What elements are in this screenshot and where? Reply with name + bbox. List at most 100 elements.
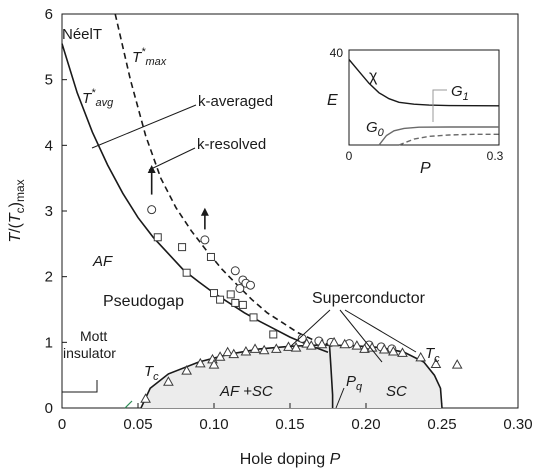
x-axis-label: Hole doping P bbox=[240, 451, 341, 468]
inset-y-tick-40: 40 bbox=[330, 46, 344, 60]
triangle-marker bbox=[351, 340, 363, 350]
inset-x-tick-0: 0 bbox=[346, 149, 353, 163]
square-marker bbox=[226, 290, 235, 299]
inset-curve-g1 bbox=[378, 126, 499, 146]
inset-g1-pointer bbox=[432, 89, 447, 122]
superconductor-pointer-left bbox=[289, 309, 331, 348]
triangle-marker bbox=[359, 343, 370, 353]
square-marker bbox=[206, 252, 215, 261]
inset-chart: 40 0 0.3 E P χ G1 G0 bbox=[327, 46, 504, 177]
inset-curve-chi bbox=[348, 59, 500, 107]
inset-x-tick-max: 0.3 bbox=[487, 149, 504, 163]
x-tick-label: 0.20 bbox=[351, 416, 380, 433]
triangle-marker bbox=[214, 351, 226, 361]
k-averaged-label: k-averaged bbox=[198, 93, 273, 110]
circle-marker bbox=[200, 235, 210, 245]
triangle-marker bbox=[222, 346, 234, 357]
triangle-marker bbox=[378, 344, 390, 354]
circle-marker bbox=[297, 333, 307, 343]
square-marker bbox=[238, 300, 247, 309]
curve-tmax bbox=[114, 13, 329, 346]
inset-frame bbox=[348, 49, 500, 146]
inset-g0-label: G0 bbox=[366, 119, 385, 139]
curve-pq bbox=[328, 344, 334, 408]
triangle-marker bbox=[316, 338, 328, 349]
triangle-marker bbox=[451, 359, 463, 369]
triangle-marker bbox=[163, 376, 174, 386]
tc-left-label: Tc bbox=[144, 363, 159, 383]
arrow-layer bbox=[147, 165, 209, 230]
y-tick-label: 3 bbox=[45, 203, 53, 220]
y-tick-label: 6 bbox=[45, 6, 53, 23]
triangle-marker bbox=[208, 359, 220, 369]
x-tick-label: 0.25 bbox=[427, 416, 456, 433]
pseudogap-label: Pseudogap bbox=[103, 293, 184, 310]
pq-pointer bbox=[335, 387, 345, 409]
x-tick-label: 0 bbox=[58, 416, 66, 433]
y-tick-label: 2 bbox=[45, 269, 53, 286]
af-sc-label: AF +SC bbox=[219, 383, 273, 400]
triangle-marker bbox=[290, 342, 302, 352]
triangle-marker bbox=[397, 347, 408, 357]
tavg-label: T*avg bbox=[82, 87, 114, 109]
triangle-marker bbox=[249, 343, 261, 353]
k-resolved-label: k-resolved bbox=[197, 136, 266, 153]
superconductor-label: Superconductor bbox=[312, 290, 426, 307]
triangle-marker bbox=[339, 338, 351, 349]
square-marker bbox=[178, 243, 187, 252]
triangle-marker bbox=[258, 344, 270, 355]
square-marker bbox=[216, 295, 225, 304]
inset-g1-label: G1 bbox=[451, 83, 469, 103]
circle-marker bbox=[235, 283, 245, 293]
triangle-marker bbox=[415, 351, 427, 362]
k-resolved-pointer bbox=[148, 147, 196, 171]
triangle-marker bbox=[140, 393, 151, 403]
inset-curve-layer bbox=[348, 59, 500, 146]
x-tick-label: 0.30 bbox=[503, 416, 532, 433]
curve-tavg bbox=[61, 43, 329, 353]
square-marker bbox=[153, 233, 162, 242]
tmax-label: T*max bbox=[132, 46, 167, 68]
triangle-marker bbox=[328, 336, 340, 347]
inset-chi-label: χ bbox=[369, 68, 378, 85]
y-tick-label: 5 bbox=[45, 72, 53, 89]
tc-right-label: Tc bbox=[425, 345, 440, 365]
y-tick-label: 1 bbox=[45, 334, 53, 351]
circle-marker bbox=[147, 205, 157, 215]
triangle-marker bbox=[181, 365, 192, 375]
square-marker bbox=[231, 298, 240, 307]
superconductor-pointer-mid bbox=[339, 309, 383, 363]
neel-label: NéelT bbox=[62, 26, 102, 43]
pq-label: Pq bbox=[346, 373, 363, 393]
triangle-marker bbox=[430, 358, 442, 369]
tc-origin-mark bbox=[124, 400, 133, 409]
triangle-marker bbox=[194, 357, 206, 368]
y-tick-label: 4 bbox=[45, 137, 53, 154]
inset-curve-g0 bbox=[398, 133, 499, 146]
square-marker bbox=[249, 313, 258, 322]
triangle-marker bbox=[228, 348, 240, 359]
inset-y-label: E bbox=[327, 92, 338, 109]
triangle-marker bbox=[240, 346, 252, 356]
y-axis-label: T/(Tc)max bbox=[7, 179, 27, 242]
annotation-layer: NéelT T*max T*avg k-averaged k-resolved … bbox=[62, 26, 440, 409]
square-marker bbox=[269, 330, 278, 339]
inset-x-label: P bbox=[420, 160, 431, 177]
mott-insulator-bracket bbox=[62, 380, 98, 393]
square-marker bbox=[182, 268, 191, 277]
x-tick-label: 0.05 bbox=[123, 416, 152, 433]
x-tick-label: 0.15 bbox=[275, 416, 304, 433]
circle-marker bbox=[230, 266, 240, 276]
insulator-label: insulator bbox=[63, 345, 116, 361]
triangle-marker bbox=[388, 346, 399, 356]
k-averaged-pointer bbox=[91, 104, 197, 149]
triangle-marker bbox=[305, 340, 317, 350]
mott-label: Mott bbox=[80, 328, 107, 344]
y-tick-label: 0 bbox=[45, 400, 53, 417]
triangle-marker bbox=[270, 343, 282, 353]
af-label: AF bbox=[92, 253, 113, 270]
marker-layer bbox=[140, 205, 463, 403]
sc-label: SC bbox=[386, 383, 407, 400]
